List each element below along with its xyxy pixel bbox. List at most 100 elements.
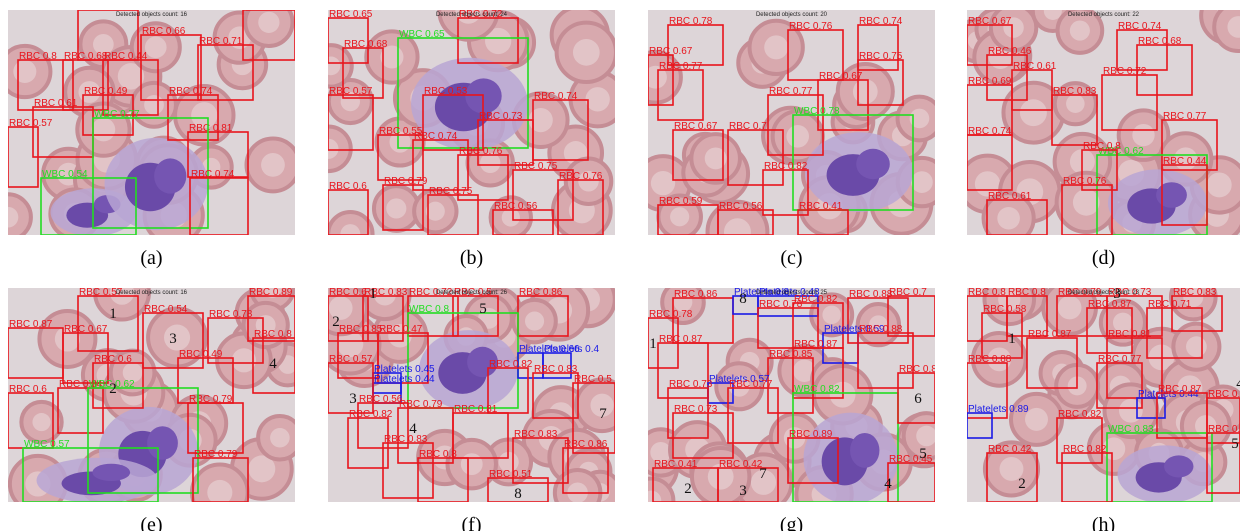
rbc-center — [853, 79, 878, 104]
panel-caption: (a) — [140, 247, 162, 269]
rbc-center — [916, 426, 937, 447]
object-number: 6 — [914, 391, 922, 407]
object-number: 1 — [369, 286, 377, 302]
rbc-center — [1070, 20, 1090, 40]
detection-label: RBC 0.88 — [968, 354, 1012, 365]
detection-label: RBC 0.86 — [519, 287, 563, 298]
nucleus — [850, 433, 879, 468]
detection-label: RBC 0.8 — [254, 329, 292, 340]
detection-label: RBC 0.81 — [454, 404, 498, 415]
detection-label: RBC 0.78 — [649, 309, 693, 320]
detection-label: RBC 0.77 — [1098, 354, 1142, 365]
figure: RBC 0.65RBC 0.74RBC 0.66RBC 0.71RBC 0.8R… — [0, 0, 1240, 531]
detection-label: RBC 0.83 — [514, 429, 558, 440]
detection-label: RBC 0.8 — [1208, 424, 1240, 435]
object-number: 7 — [759, 466, 767, 482]
detection-label: RBC 0.76 — [459, 146, 503, 157]
detection-label: RBC 0.83 — [384, 434, 428, 445]
detection-label: RBC 0.54 — [144, 304, 188, 315]
detection-label: RBC 0.8 — [1008, 287, 1046, 298]
rbc-center — [1044, 2, 1062, 20]
detection-label: RBC 0.82 — [1058, 409, 1102, 420]
rbc-center — [92, 118, 116, 142]
detection-label: RBC 0.73 — [674, 404, 718, 415]
panel: RBC 0.86Platelets 0.8Platelets 0.48RBC 0… — [620, 281, 950, 531]
detection-label: RBC 0.75 — [514, 161, 558, 172]
rbc-center — [525, 312, 544, 331]
detection-label: RBC 0.6 — [9, 384, 47, 395]
rbc-center — [585, 87, 609, 111]
rbc-center — [1119, 399, 1143, 423]
detection-label: WBC 0.54 — [42, 169, 88, 180]
detection-label: RBC 0.83 — [1173, 287, 1217, 298]
rbc-center — [270, 428, 290, 448]
detection-label: RBC 0.68 — [344, 39, 388, 50]
detection-label: RBC 0.71 — [1148, 299, 1192, 310]
detection-label: RBC 0.87 — [659, 334, 703, 345]
rbc-center — [32, 413, 50, 431]
panel-title: Detected objects count: 23 — [1068, 290, 1140, 296]
detection-label: WBC 0.8 — [409, 304, 449, 315]
detection-label: RBC 0.58 — [983, 304, 1027, 315]
object-number: 3 — [169, 331, 177, 347]
detection-label: RBC 0.79 — [384, 176, 428, 187]
detection-label: RBC 0.78 — [209, 309, 253, 320]
object-number: 1 — [109, 306, 117, 322]
panel-caption: (f) — [462, 514, 482, 531]
detection-label: RBC 0.61 — [34, 98, 78, 109]
detection-label: RBC 0.86 — [674, 289, 718, 300]
detection-label: RBC 0.65 — [329, 9, 373, 20]
detection-label: RBC 0.79 — [194, 449, 238, 460]
object-number: 4 — [269, 356, 277, 372]
detection-label: Platelets 0.89 — [968, 404, 1029, 415]
detection-label: RBC 0.47 — [379, 324, 423, 335]
detection-label: RBC 0.6 — [329, 287, 367, 298]
detection-label: RBC 0.87 — [1158, 384, 1202, 395]
detection-label: RBC 0.51 — [489, 469, 533, 480]
micrograph: RBC 0.65RBC 0.68RBC 0.72WBC 0.65RBC 0.53… — [306, 0, 625, 256]
rbc-center — [261, 153, 285, 177]
detection-label: RBC 0.57 — [329, 86, 373, 97]
rbc-center — [207, 480, 232, 505]
detection-label: RBC 0.74 — [244, 1, 288, 12]
detection-label: RBC 0.78 — [669, 16, 713, 27]
detection-label: RBC 0.67 — [64, 324, 108, 335]
detection-label: RBC 0.7 — [889, 287, 927, 298]
object-number: 4 — [884, 476, 892, 492]
panel: RBC 0.67RBC 0.46RBC 0.74RBC 0.68RBC 0.69… — [956, 0, 1240, 269]
detection-label: Platelets 0.4 — [544, 344, 599, 355]
detection-label: RBC 0.41 — [654, 459, 698, 470]
detection-label: RBC 0.61 — [1013, 61, 1057, 72]
detection-label: RBC 0.76 — [559, 171, 603, 182]
rbc-center — [340, 224, 360, 244]
detection-label: RBC 0.42 — [719, 459, 763, 470]
object-number: 8 — [514, 486, 522, 502]
detection-label: WBC 0.57 — [24, 439, 70, 450]
detection-label: RBC 0.77 — [769, 86, 813, 97]
object-number: 3 — [739, 483, 747, 499]
detection-label: RBC 0.74 — [191, 169, 235, 180]
rbc-center — [13, 60, 36, 83]
panel-caption: (b) — [460, 247, 483, 269]
rbc-center — [670, 207, 689, 226]
detection-label: RBC 0.56 — [719, 201, 763, 212]
detection-label: RBC 0.67 — [674, 121, 718, 132]
rbc-center — [1058, 296, 1082, 320]
detection-label: RBC 0.49 — [179, 349, 223, 360]
object-number: 3 — [349, 391, 357, 407]
nucleus — [154, 158, 186, 193]
detection-label: RBC 0.82 — [1063, 444, 1107, 455]
panel-title: Detected objects count: 16 — [116, 290, 188, 296]
nucleus — [856, 149, 890, 179]
rbc-center — [573, 39, 600, 66]
rbc-center — [997, 207, 1020, 230]
panel-title: Detected objects count: 24 — [436, 12, 508, 18]
detection-label: RBC 0.85 — [339, 324, 383, 335]
object-number: 2 — [1018, 476, 1026, 492]
detection-label: WBC 0.65 — [399, 29, 445, 40]
detection-label: RBC 0.83 — [1053, 86, 1097, 97]
panel-caption: (d) — [1092, 247, 1115, 269]
nucleus — [147, 426, 178, 460]
